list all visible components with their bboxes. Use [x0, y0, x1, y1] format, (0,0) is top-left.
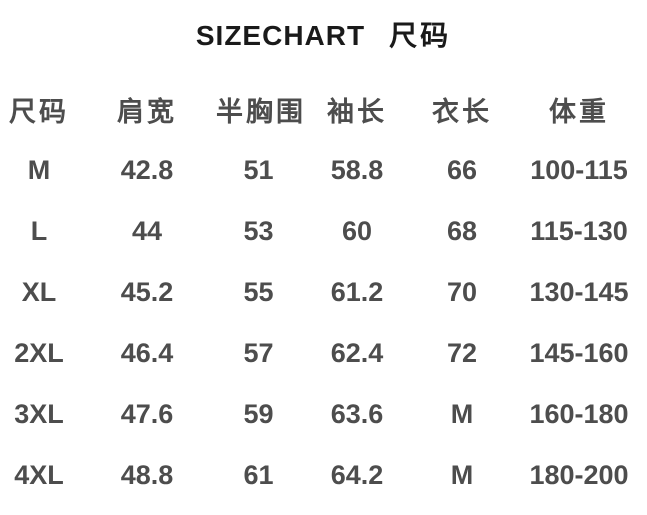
- table-cell: 42.8: [120, 155, 174, 185]
- table-cell: 160-180: [529, 399, 629, 429]
- table-cell: 45.2: [120, 277, 174, 307]
- table-cell: 180-200: [529, 460, 629, 490]
- table-cell: 130-145: [529, 277, 629, 307]
- table-row-3xl: 3XL 47.6 59 63.6 M 160-180: [0, 384, 647, 445]
- table-cell: 68: [446, 216, 478, 246]
- table-row-xl: XL 45.2 55 61.2 70 130-145: [0, 262, 647, 323]
- header-sleeve-length: 袖长: [327, 97, 387, 127]
- page-title-chinese: 尺码: [389, 20, 452, 51]
- table-cell: 62.4: [330, 338, 384, 368]
- row-size-label: 2XL: [14, 338, 64, 368]
- header-garment-length: 衣长: [432, 97, 492, 127]
- table-header-row: 尺码 肩宽 半胸围 袖长 衣长 体重: [0, 79, 647, 140]
- table-cell: 51: [243, 155, 274, 185]
- row-size-label: 4XL: [14, 460, 64, 490]
- table-cell: 70: [446, 277, 478, 307]
- table-cell: 47.6: [120, 399, 174, 429]
- table-cell: 60: [341, 216, 373, 246]
- header-shoulder-width: 肩宽: [117, 97, 177, 127]
- size-table: 尺码 肩宽 半胸围 袖长 衣长 体重 M 42.8 51 58.8 66 100…: [0, 79, 647, 506]
- header-half-bust: 半胸围: [216, 97, 306, 127]
- table-cell: 48.8: [120, 460, 174, 490]
- page-title: SIZECHART 尺码: [0, 0, 647, 54]
- table-cell: 46.4: [120, 338, 174, 368]
- header-size: 尺码: [9, 97, 69, 127]
- table-row-m: M 42.8 51 58.8 66 100-115: [0, 140, 647, 201]
- table-cell: 55: [243, 277, 274, 307]
- table-cell: 66: [446, 155, 478, 185]
- row-size-label: L: [30, 216, 48, 246]
- row-size-label: XL: [21, 277, 57, 307]
- table-cell: 58.8: [330, 155, 384, 185]
- table-row-4xl: 4XL 48.8 61 64.2 M 180-200: [0, 445, 647, 506]
- table-cell: 59: [243, 399, 274, 429]
- table-cell: 61.2: [330, 277, 384, 307]
- table-cell: 53: [243, 216, 274, 246]
- table-cell: 61: [243, 460, 274, 490]
- table-row-2xl: 2XL 46.4 57 62.4 72 145-160: [0, 323, 647, 384]
- table-cell: 72: [446, 338, 478, 368]
- table-cell: 115-130: [530, 216, 628, 246]
- table-cell: 145-160: [529, 338, 629, 368]
- table-cell: M: [450, 399, 474, 429]
- page-title-latin: SIZECHART: [195, 20, 366, 51]
- table-cell: 64.2: [330, 460, 384, 490]
- table-row-l: L 44 53 60 68 115-130: [0, 201, 647, 262]
- header-weight: 体重: [549, 97, 609, 127]
- table-cell: 57: [243, 338, 274, 368]
- table-cell: 44: [131, 216, 163, 246]
- table-cell: M: [450, 460, 474, 490]
- row-size-label: 3XL: [14, 399, 64, 429]
- row-size-label: M: [27, 155, 51, 185]
- table-cell: 100-115: [530, 155, 628, 185]
- table-cell: 63.6: [330, 399, 384, 429]
